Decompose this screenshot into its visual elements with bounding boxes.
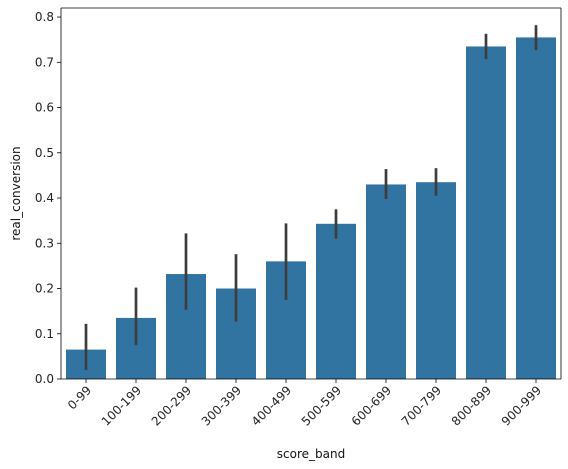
x-axis-label: score_band xyxy=(277,447,345,461)
x-tick-label: 600-699 xyxy=(349,383,394,428)
y-tick-label: 0.2 xyxy=(35,282,54,296)
y-axis-label: real_conversion xyxy=(9,146,23,240)
error-bars-group xyxy=(84,25,538,370)
x-tick-label: 100-199 xyxy=(99,383,144,428)
y-tick-label: 0.7 xyxy=(35,55,54,69)
y-tick-label: 0.6 xyxy=(35,101,54,115)
y-tick-label: 0.3 xyxy=(35,236,54,250)
y-axis: 0.0 0.1 0.2 0.3 0.4 0.5 0.6 0.7 0.8 xyxy=(35,10,61,386)
y-tick-label: 0.8 xyxy=(35,10,54,24)
bar-500-599 xyxy=(316,223,356,379)
bar-800-899 xyxy=(466,46,506,380)
x-tick-label: 400-499 xyxy=(249,383,294,428)
x-tick-label: 0-99 xyxy=(65,383,94,412)
x-tick-label: 500-599 xyxy=(299,383,344,428)
x-axis: 0-99 100-199 200-299 300-399 400-499 500-599 6… xyxy=(65,379,544,429)
bars-group xyxy=(66,37,556,380)
bar-700-799 xyxy=(416,182,456,379)
y-tick-label: 0.1 xyxy=(35,327,54,341)
x-tick-label: 800-899 xyxy=(449,383,494,428)
bar-900-999 xyxy=(516,37,556,379)
y-tick-label: 0.4 xyxy=(35,191,54,205)
bar-600-699 xyxy=(366,184,406,379)
y-tick-label: 0.0 xyxy=(35,372,54,386)
x-tick-label: 300-399 xyxy=(199,383,244,428)
x-tick-label: 900-999 xyxy=(499,383,544,428)
x-tick-label: 200-299 xyxy=(149,383,194,428)
y-tick-label: 0.5 xyxy=(35,146,54,160)
x-tick-label: 700-799 xyxy=(399,383,444,428)
